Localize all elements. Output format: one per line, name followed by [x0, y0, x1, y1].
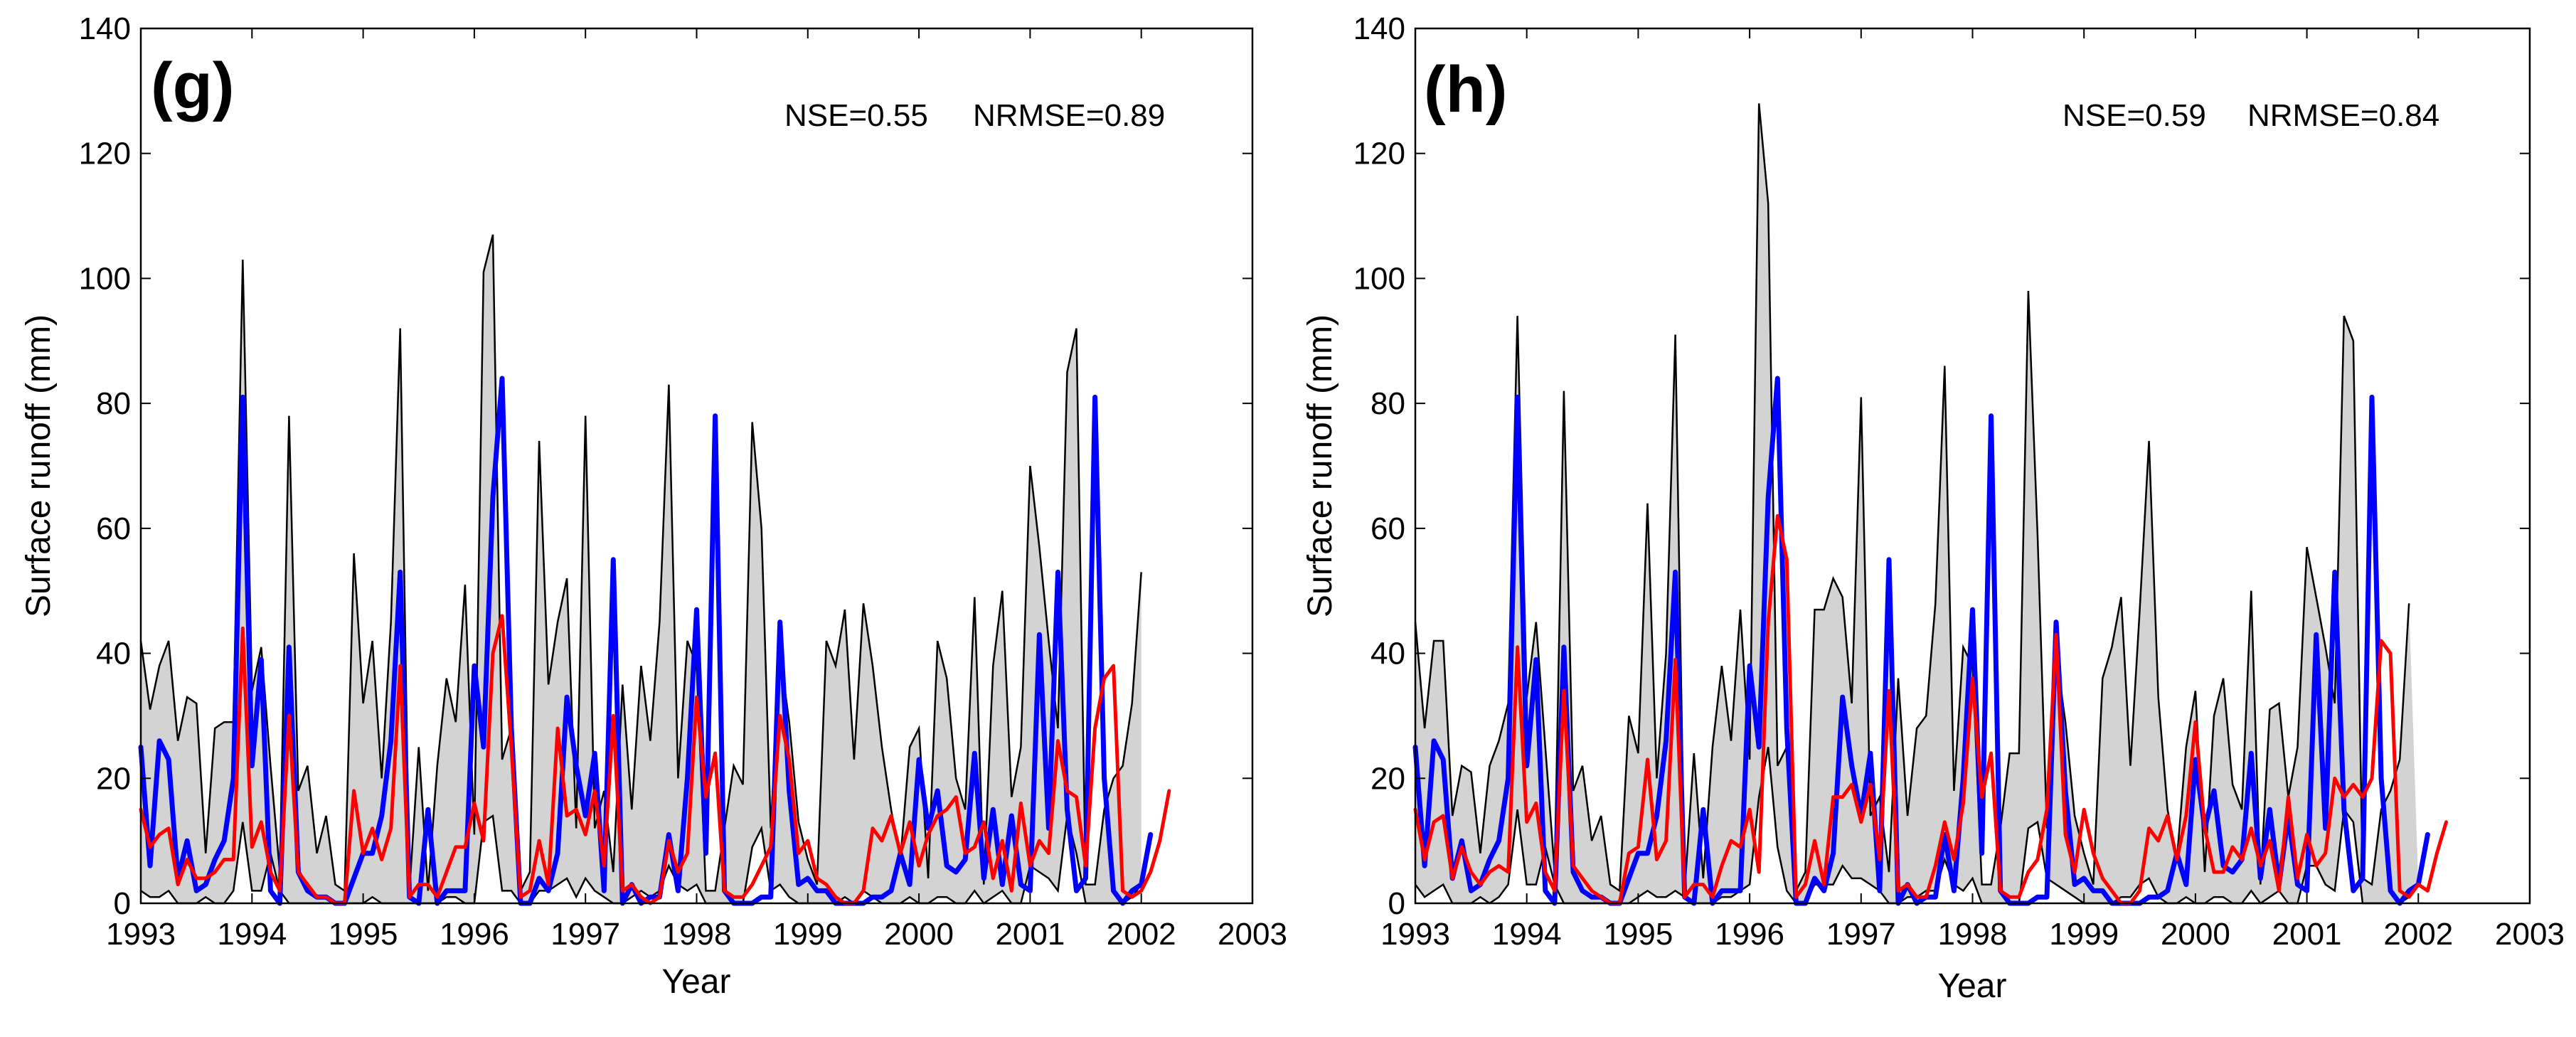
nrmse-annotation: NRMSE=0.84: [2247, 98, 2439, 133]
x-tick-label: 1993: [1380, 917, 1450, 952]
x-axis-label: Year: [1938, 967, 2007, 1005]
x-tick-label: 2002: [1107, 917, 1176, 952]
simulated-series-line: [139, 614, 1171, 905]
y-tick-label: 100: [79, 261, 131, 296]
uncertainty-band-upper-line: [139, 234, 1142, 895]
y-tick-label: 20: [1371, 761, 1405, 796]
x-tick-label: 1995: [329, 917, 398, 952]
simulated-series-line: [1413, 514, 2448, 905]
uncertainty-band-upper-line: [1414, 103, 2410, 895]
x-axis: 1993 1994 1995 1996 1997 1998 1999 2000 2001 2002…: [106, 28, 1287, 952]
x-tick-label: 1998: [1938, 917, 2008, 952]
y-axis: 0 20 40 60 80 100 120 140: [79, 11, 1252, 921]
y-tick-label: 0: [1388, 886, 1405, 921]
nse-annotation: NSE=0.55: [784, 98, 928, 133]
y-tick-label: 120: [1353, 137, 1405, 171]
y-tick-label: 140: [1353, 11, 1405, 46]
x-axis: 1993 1994 1995 1996 1997 1998 1999 2000 2001 2002…: [1380, 28, 2565, 952]
x-tick-label: 1999: [773, 917, 843, 952]
x-tick-label: 2003: [1218, 917, 1287, 952]
nrmse-annotation: NRMSE=0.89: [973, 98, 1165, 133]
x-tick-label: 2001: [2272, 917, 2342, 952]
x-tick-label: 2001: [995, 917, 1065, 952]
y-tick-label: 40: [96, 637, 131, 671]
nse-annotation: NSE=0.59: [2063, 98, 2206, 133]
x-tick-label: 1994: [217, 917, 287, 952]
y-tick-label: 60: [1371, 511, 1405, 546]
x-tick-label: 2002: [2383, 917, 2453, 952]
y-axis-label: Surface runoff (mm): [1302, 314, 1339, 617]
x-tick-label: 1998: [662, 917, 732, 952]
panel-label: (h): [1424, 53, 1507, 126]
x-tick-label: 2000: [2161, 917, 2230, 952]
x-tick-label: 1999: [2049, 917, 2119, 952]
y-tick-label: 20: [96, 761, 131, 796]
x-tick-label: 1995: [1603, 917, 1673, 952]
x-tick-label: 2003: [2495, 917, 2565, 952]
x-tick-label: 1996: [1715, 917, 1784, 952]
y-tick-label: 100: [1353, 261, 1405, 296]
y-tick-label: 140: [79, 11, 131, 46]
y-tick-label: 40: [1371, 637, 1405, 671]
x-axis-label: Year: [662, 963, 731, 1001]
y-tick-label: 0: [114, 886, 131, 921]
y-tick-label: 120: [79, 137, 131, 171]
series-lines-group: [138, 376, 1171, 906]
y-tick-label: 80: [96, 386, 131, 421]
x-tick-label: 1997: [550, 917, 620, 952]
x-tick-label: 1994: [1492, 917, 1562, 952]
y-axis-label: Surface runoff (mm): [20, 314, 58, 617]
y-tick-label: 80: [1371, 386, 1405, 421]
series-lines-group: [1412, 376, 2448, 906]
panel-label: (g): [151, 50, 234, 122]
x-tick-label: 1997: [1826, 917, 1896, 952]
x-tick-label: 1996: [440, 917, 509, 952]
x-tick-label: 1993: [106, 917, 176, 952]
y-axis: 0 20 40 60 80 100 120 140: [1353, 11, 2530, 921]
x-tick-label: 2000: [884, 917, 954, 952]
y-tick-label: 60: [96, 511, 131, 546]
